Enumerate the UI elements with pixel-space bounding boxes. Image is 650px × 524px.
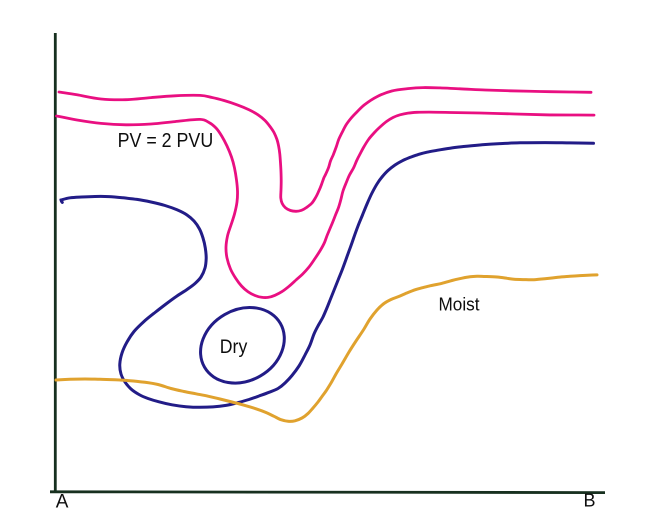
svg-text:PV = 2 PVU: PV = 2 PVU [118,129,214,152]
svg-text:Moist: Moist [439,295,480,315]
svg-text:B: B [584,491,596,511]
svg-text:A: A [56,492,69,513]
svg-text:Dry: Dry [220,337,248,358]
